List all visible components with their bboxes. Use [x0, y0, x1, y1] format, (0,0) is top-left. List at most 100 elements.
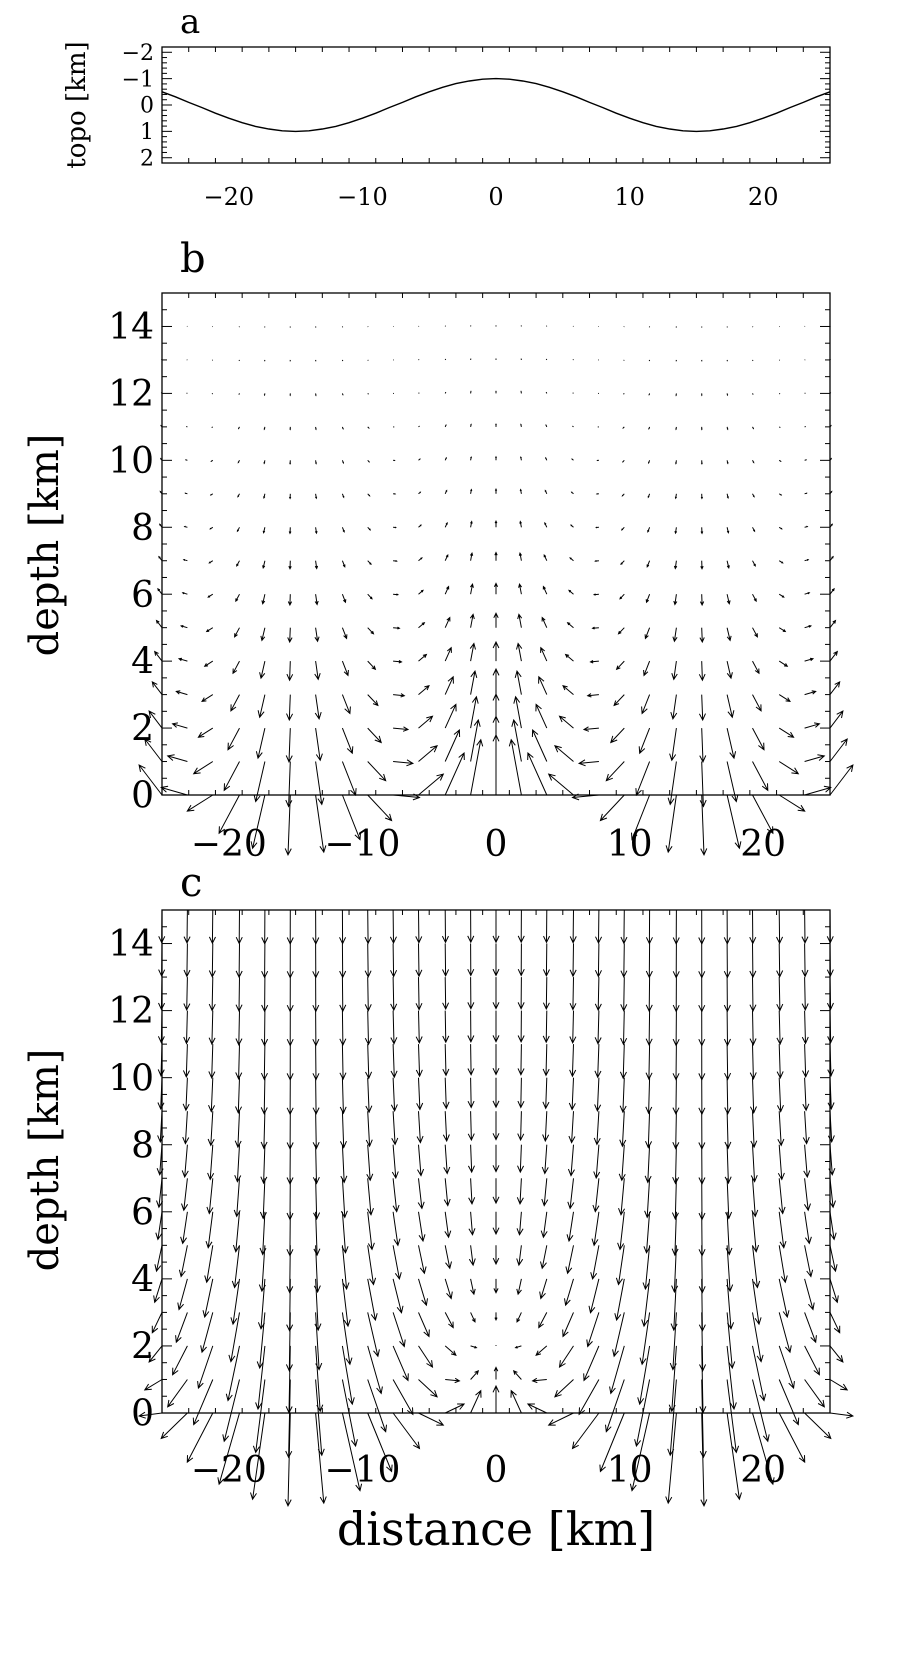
- velocity-arrow: [564, 1278, 574, 1307]
- velocity-arrow: [612, 1312, 625, 1358]
- velocity-arrow: [418, 392, 420, 394]
- velocity-arrow: [826, 943, 834, 978]
- velocity-arrow: [418, 458, 421, 461]
- velocity-arrow: [393, 559, 398, 562]
- velocity-arrow: [157, 1111, 165, 1144]
- velocity-arrow: [492, 1144, 500, 1173]
- velocity-arrow: [230, 694, 240, 712]
- velocity-arrow: [285, 1345, 293, 1414]
- velocity-arrow: [531, 728, 548, 762]
- y-tick-label: 4: [131, 642, 154, 683]
- velocity-arrow: [314, 594, 319, 606]
- velocity-arrow: [778, 459, 782, 462]
- velocity-arrow: [804, 525, 809, 528]
- velocity-arrow: [494, 551, 498, 561]
- velocity-arrow: [315, 1379, 325, 1457]
- velocity-arrow: [418, 557, 423, 562]
- velocity-arrow: [778, 1211, 787, 1249]
- velocity-arrow: [778, 761, 800, 775]
- velocity-arrow: [829, 619, 837, 629]
- velocity-arrow: [577, 759, 599, 767]
- velocity-arrow: [778, 526, 783, 530]
- velocity-arrow: [492, 1077, 500, 1109]
- velocity-arrow: [364, 943, 372, 979]
- velocity-arrow: [315, 1345, 324, 1413]
- velocity-arrow: [513, 695, 522, 729]
- velocity-arrow: [726, 393, 729, 397]
- velocity-arrow: [723, 943, 731, 979]
- velocity-arrow: [827, 1010, 835, 1044]
- velocity-arrow: [418, 1245, 427, 1275]
- velocity-arrow: [444, 391, 447, 394]
- velocity-arrow: [444, 554, 449, 561]
- velocity-arrow: [566, 621, 574, 629]
- velocity-arrow: [341, 527, 345, 533]
- velocity-arrow: [312, 1044, 320, 1081]
- velocity-arrow: [468, 1245, 476, 1267]
- velocity-arrow: [542, 1010, 550, 1044]
- velocity-arrow: [200, 1312, 214, 1354]
- velocity-arrow: [443, 1178, 451, 1207]
- velocity-arrow: [516, 1312, 522, 1323]
- velocity-arrow: [648, 426, 651, 430]
- velocity-arrow: [392, 1379, 414, 1416]
- velocity-arrow: [153, 1278, 163, 1304]
- velocity-arrow: [339, 977, 347, 1013]
- velocity-arrow: [492, 1245, 500, 1266]
- velocity-arrow: [594, 1010, 602, 1045]
- velocity-arrow: [554, 1379, 574, 1398]
- velocity-arrow: [672, 1144, 680, 1185]
- velocity-arrow: [535, 703, 548, 729]
- velocity-arrow: [699, 1345, 707, 1414]
- velocity-arrow: [726, 1245, 734, 1293]
- velocity-arrow: [726, 761, 739, 803]
- velocity-arrow: [263, 460, 266, 465]
- x-tick-label: 20: [740, 1450, 786, 1491]
- velocity-arrow: [492, 1010, 500, 1043]
- velocity-arrow: [520, 423, 522, 428]
- velocity-arrow: [366, 1144, 374, 1182]
- velocity-arrow: [263, 426, 266, 431]
- velocity-arrow: [181, 592, 188, 595]
- velocity-arrow: [418, 425, 420, 428]
- velocity-arrow: [186, 1412, 214, 1464]
- velocity-arrow: [208, 943, 216, 978]
- velocity-arrow: [444, 1403, 466, 1414]
- velocity-arrow: [829, 392, 832, 394]
- y-tick-label: 1: [140, 120, 154, 145]
- velocity-arrow: [778, 1412, 806, 1464]
- velocity-arrow: [510, 1389, 522, 1414]
- velocity-arrow: [263, 393, 266, 397]
- velocity-arrow: [391, 1111, 399, 1146]
- velocity-arrow: [148, 1345, 163, 1363]
- velocity-arrow: [367, 761, 387, 782]
- velocity-arrow: [675, 426, 677, 431]
- panel-b: −20 −10 0 10 20 0 2 4 6 8 10 12 14 b depth [km]: [22, 236, 854, 865]
- velocity-arrow: [156, 1178, 164, 1209]
- velocity-arrow: [752, 1278, 762, 1326]
- y-tick-label: −1: [122, 67, 154, 92]
- velocity-arrow: [263, 493, 266, 500]
- velocity-arrow: [313, 1178, 321, 1221]
- velocity-arrow: [218, 794, 240, 835]
- velocity-arrow: [778, 1345, 795, 1390]
- velocity-arrow: [778, 727, 795, 738]
- velocity-arrow: [493, 582, 499, 595]
- velocity-arrow: [674, 493, 678, 500]
- velocity-arrow: [153, 650, 163, 662]
- velocity-arrow: [392, 1178, 400, 1213]
- velocity-arrow: [644, 1144, 652, 1184]
- velocity-arrow: [315, 1412, 327, 1505]
- velocity-arrow: [238, 426, 240, 430]
- velocity-arrow: [590, 1245, 600, 1281]
- velocity-arrow: [596, 459, 599, 462]
- velocity-arrow: [619, 1077, 627, 1114]
- velocity-arrow: [804, 1345, 820, 1376]
- velocity-arrow: [495, 455, 497, 461]
- velocity-arrow: [250, 794, 266, 850]
- velocity-arrow: [726, 426, 729, 431]
- velocity-arrow: [235, 909, 243, 945]
- velocity-arrow: [367, 359, 369, 361]
- velocity-arrow: [804, 1379, 825, 1408]
- velocity-arrow: [672, 627, 678, 643]
